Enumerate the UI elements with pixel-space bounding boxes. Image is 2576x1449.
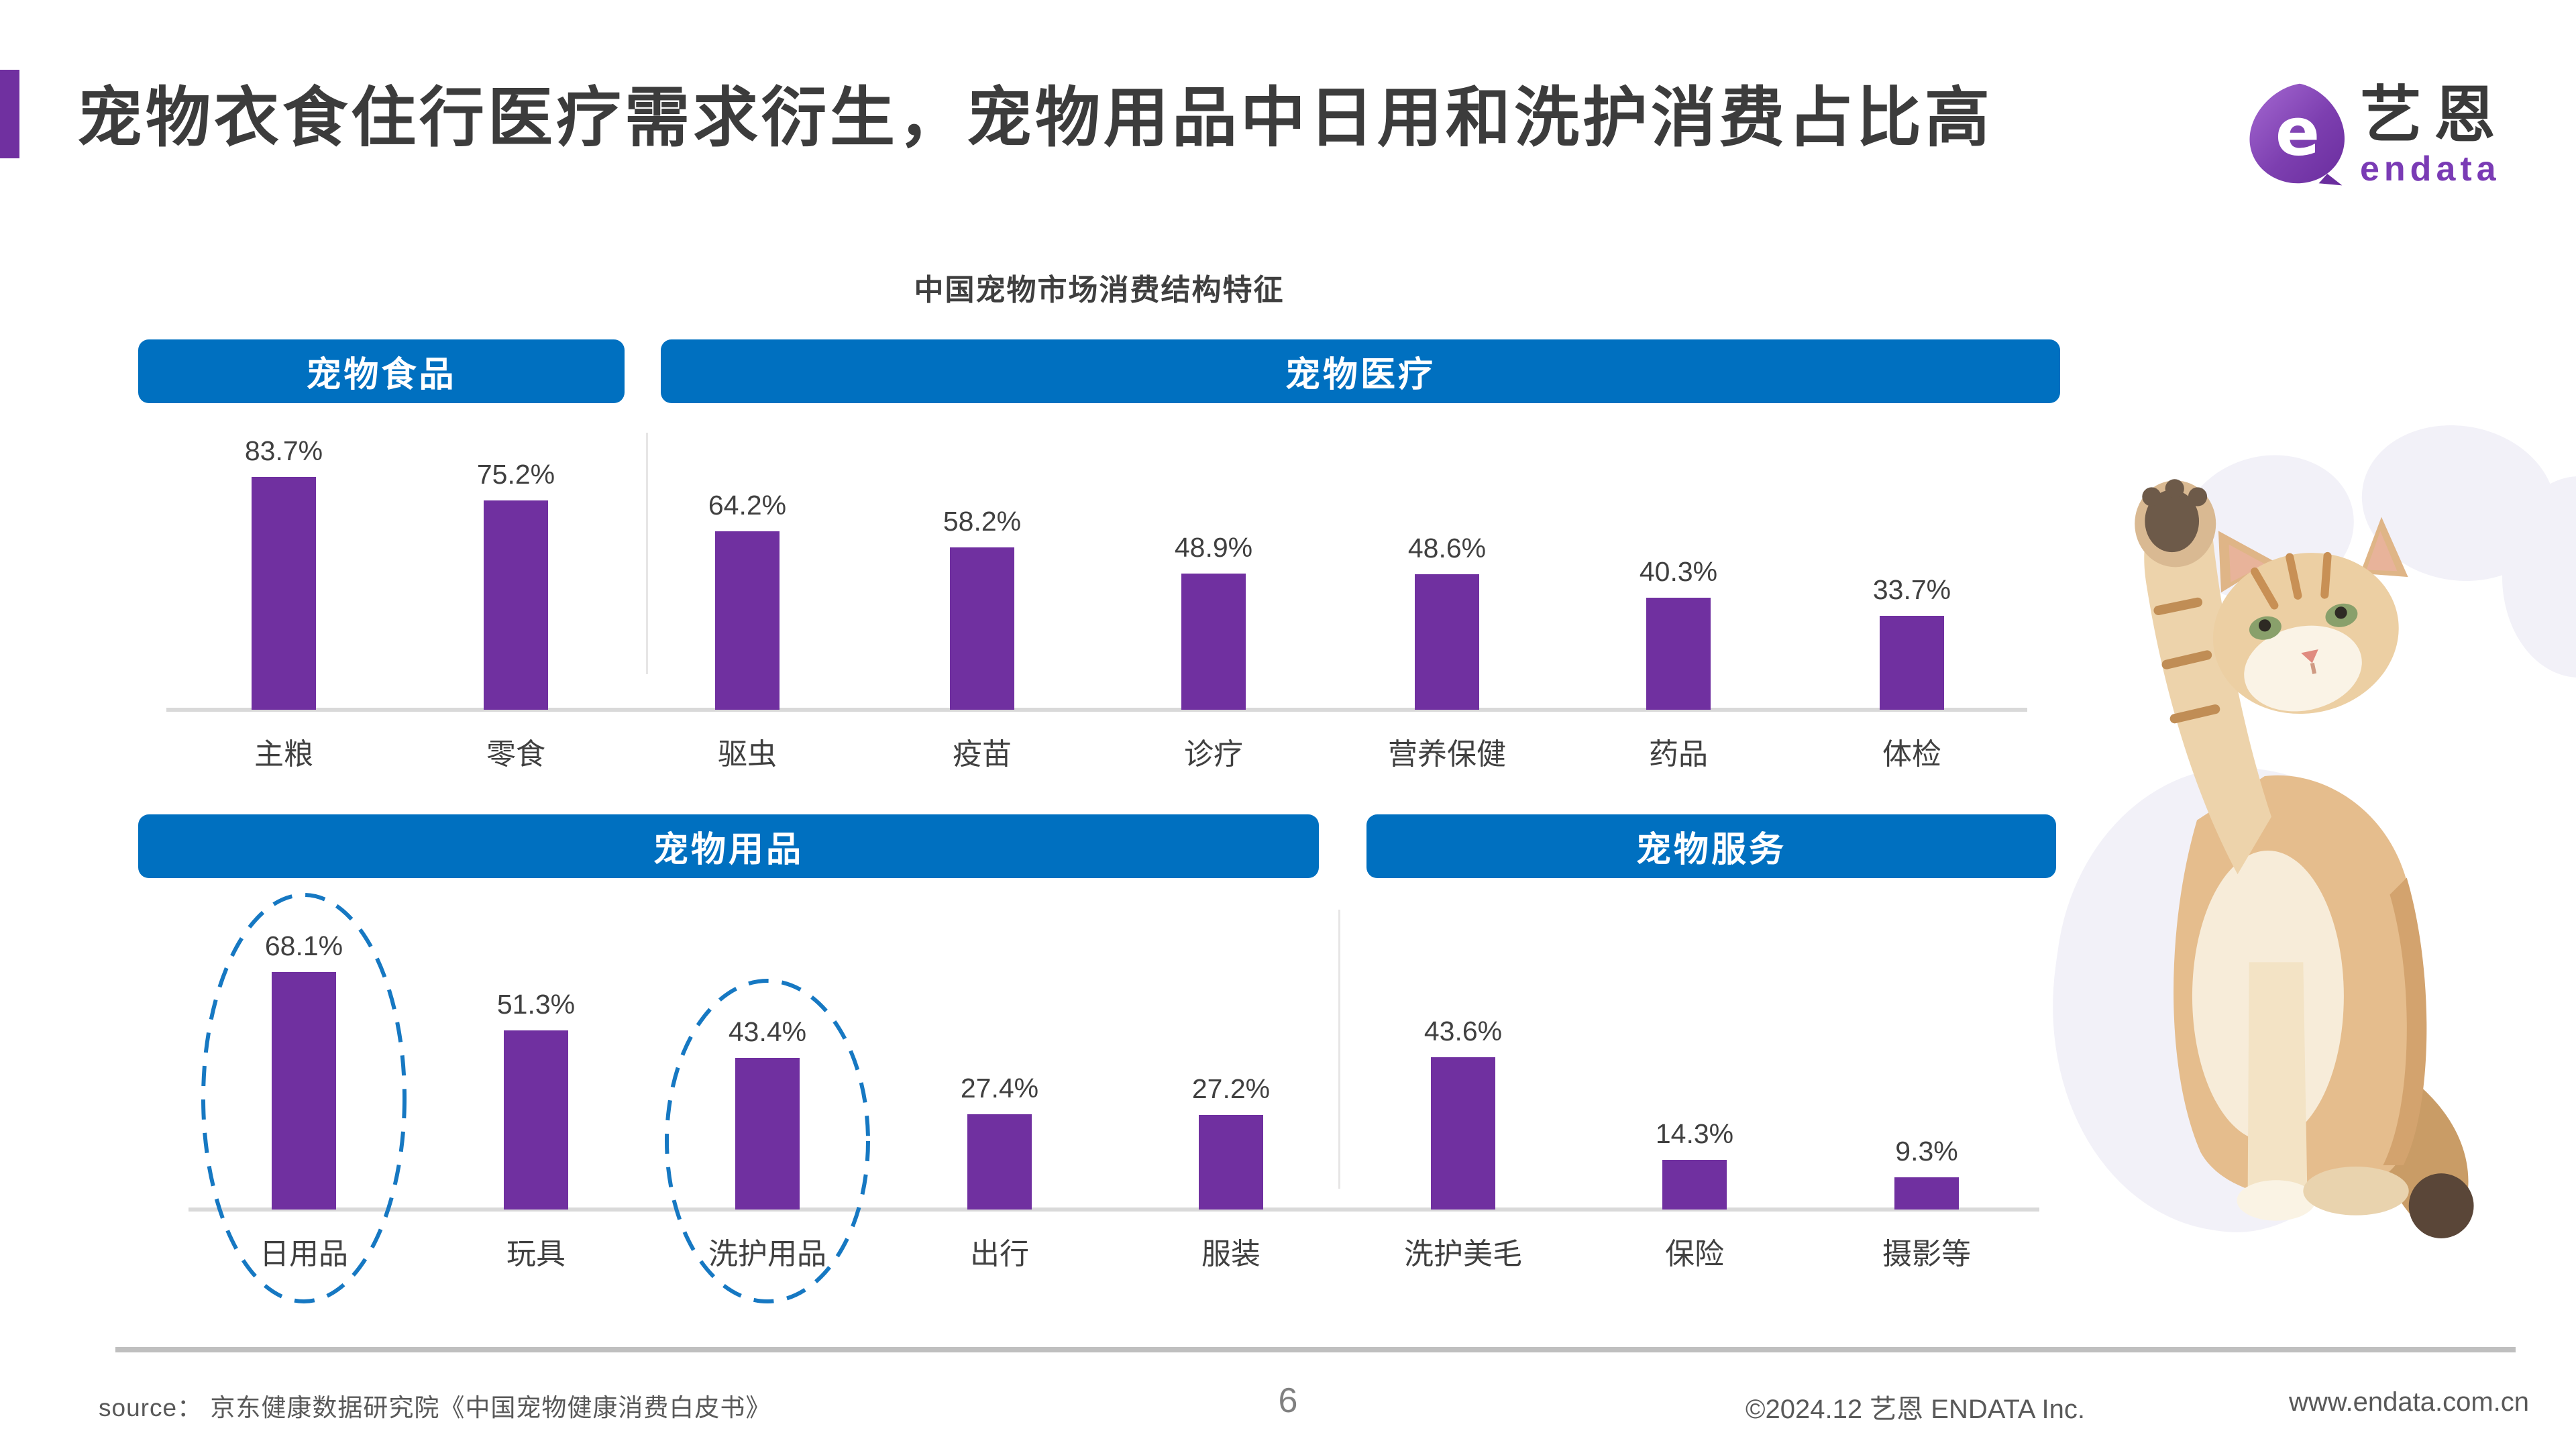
value-label-零食: 75.2% bbox=[476, 459, 555, 490]
page-title: 宠物衣食住行医疗需求衍生，宠物用品中日用和洗护消费占比高 bbox=[77, 81, 1993, 154]
logo-brand-en: endata bbox=[2360, 150, 2501, 189]
bar-体检 bbox=[1880, 616, 1944, 710]
bar-营养保健 bbox=[1415, 574, 1479, 710]
category-label-诊疗: 诊疗 bbox=[1184, 738, 1243, 771]
bar-服装 bbox=[1199, 1115, 1263, 1210]
section-header-pet-services: 宠物服务 bbox=[1366, 814, 2056, 878]
category-label-营养保健: 营养保健 bbox=[1388, 738, 1506, 771]
category-label-体检: 体检 bbox=[1882, 738, 1941, 771]
section-header-pet-medical: 宠物医疗 bbox=[661, 339, 2060, 403]
value-label-出行: 27.4% bbox=[960, 1073, 1039, 1104]
category-label-驱虫: 驱虫 bbox=[718, 738, 777, 771]
value-label-玩具: 51.3% bbox=[496, 989, 576, 1020]
value-label-洗护用品: 43.4% bbox=[728, 1016, 807, 1047]
endata-logo: e 艺恩 endata bbox=[2245, 80, 2508, 186]
axis-baseline-row1 bbox=[166, 708, 2027, 712]
section-header-pet-supplies: 宠物用品 bbox=[138, 814, 1319, 878]
bar-出行 bbox=[967, 1114, 1032, 1210]
highlight-circle-洗护用品 bbox=[665, 979, 870, 1303]
category-label-洗护美毛: 洗护美毛 bbox=[1404, 1238, 1522, 1271]
bar-诊疗 bbox=[1181, 574, 1246, 710]
value-label-摄影等: 9.3% bbox=[1895, 1136, 1958, 1167]
value-label-日用品: 68.1% bbox=[264, 930, 343, 961]
footer-copyright: ©2024.12 艺恩 ENDATA Inc. bbox=[1746, 1395, 2085, 1424]
value-label-诊疗: 48.9% bbox=[1174, 532, 1253, 563]
value-label-疫苗: 58.2% bbox=[943, 506, 1022, 537]
section-divider-row2 bbox=[1338, 910, 1340, 1189]
bar-疫苗 bbox=[950, 547, 1014, 710]
category-label-服装: 服装 bbox=[1201, 1238, 1260, 1271]
bar-药品 bbox=[1646, 598, 1711, 710]
value-label-药品: 40.3% bbox=[1639, 556, 1718, 587]
category-label-药品: 药品 bbox=[1649, 738, 1708, 771]
category-label-零食: 零食 bbox=[486, 738, 545, 771]
bar-驱虫 bbox=[715, 531, 780, 710]
value-label-保险: 14.3% bbox=[1655, 1118, 1734, 1149]
bar-玩具 bbox=[504, 1030, 568, 1210]
category-label-保险: 保险 bbox=[1665, 1238, 1724, 1271]
bar-摄影等 bbox=[1894, 1177, 1959, 1210]
section-divider-row1 bbox=[646, 433, 648, 674]
value-label-服装: 27.2% bbox=[1191, 1073, 1271, 1104]
axis-baseline-row2 bbox=[189, 1208, 2039, 1212]
bar-保险 bbox=[1662, 1160, 1727, 1210]
category-label-日用品: 日用品 bbox=[260, 1238, 348, 1271]
cat-photo bbox=[2135, 479, 2474, 1238]
section-header-pet-food: 宠物食品 bbox=[138, 339, 625, 403]
footer-divider bbox=[115, 1347, 2516, 1352]
title-accent-bar bbox=[0, 70, 19, 158]
svg-text:e: e bbox=[2275, 95, 2320, 171]
value-label-驱虫: 64.2% bbox=[708, 490, 787, 521]
category-label-主粮: 主粮 bbox=[254, 738, 313, 771]
footer-website: www.endata.com.cn bbox=[2289, 1387, 2529, 1417]
category-label-玩具: 玩具 bbox=[506, 1238, 566, 1271]
value-label-主粮: 83.7% bbox=[244, 435, 323, 466]
category-label-摄影等: 摄影等 bbox=[1882, 1238, 1971, 1271]
value-label-营养保健: 48.6% bbox=[1407, 533, 1487, 564]
bar-零食 bbox=[484, 500, 548, 710]
highlight-circle-日用品 bbox=[201, 893, 407, 1303]
bar-主粮 bbox=[252, 477, 316, 710]
chart-title: 中国宠物市场消费结构特征 bbox=[914, 274, 1285, 307]
endata-logo-icon: e bbox=[2249, 83, 2345, 186]
bar-日用品 bbox=[272, 972, 336, 1210]
category-label-疫苗: 疫苗 bbox=[953, 738, 1012, 771]
category-label-出行: 出行 bbox=[970, 1238, 1029, 1271]
page-number: 6 bbox=[1278, 1381, 1298, 1420]
value-label-体检: 33.7% bbox=[1872, 574, 1951, 605]
bar-洗护用品 bbox=[735, 1058, 800, 1210]
value-label-洗护美毛: 43.6% bbox=[1424, 1016, 1503, 1046]
footer-source: source： 京东健康数据研究院《中国宠物健康消费白皮书》 bbox=[99, 1394, 771, 1421]
bar-洗护美毛 bbox=[1431, 1057, 1495, 1210]
logo-brand-cn: 艺恩 bbox=[2360, 81, 2508, 150]
category-label-洗护用品: 洗护用品 bbox=[708, 1238, 826, 1271]
